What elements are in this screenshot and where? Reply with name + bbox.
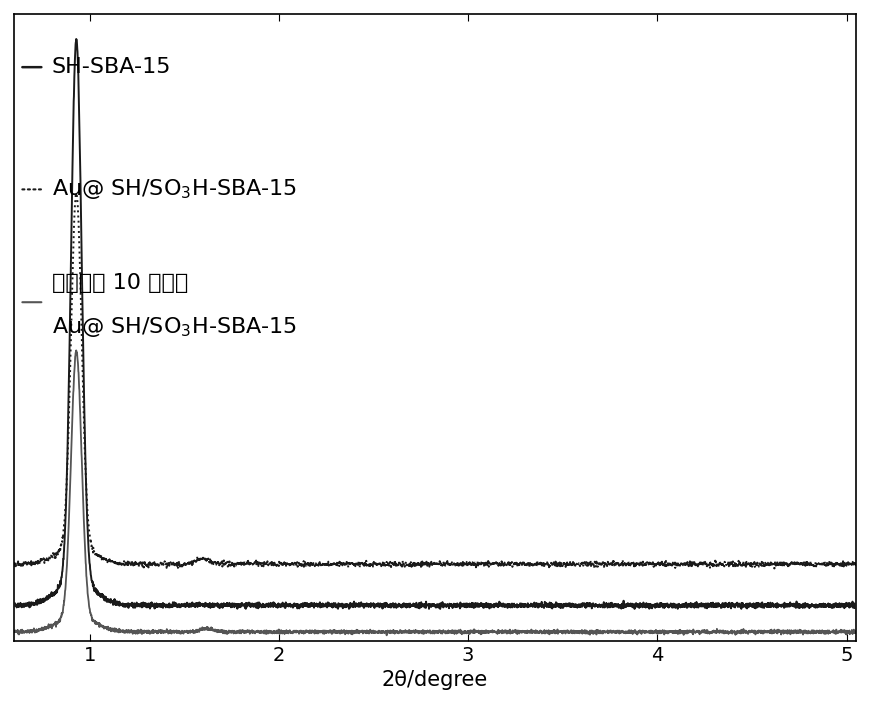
Text: SH-SBA-15: SH-SBA-15 (51, 57, 171, 77)
Text: Au@ SH/SO$_3$H-SBA-15: Au@ SH/SO$_3$H-SBA-15 (51, 315, 296, 339)
Text: 重复使用 10 次后的: 重复使用 10 次后的 (51, 273, 188, 294)
X-axis label: 2θ/degree: 2θ/degree (381, 670, 488, 690)
Text: Au@ SH/SO$_3$H-SBA-15: Au@ SH/SO$_3$H-SBA-15 (51, 177, 296, 201)
